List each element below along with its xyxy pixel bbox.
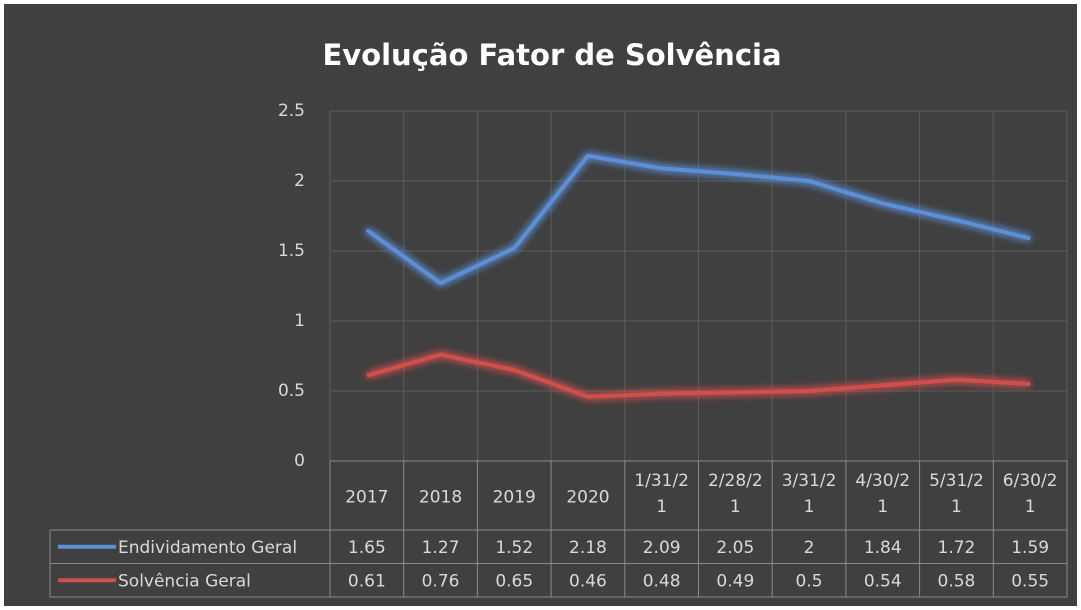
data-table-value: 1.72 — [938, 538, 976, 558]
data-table-value: 0.55 — [1011, 571, 1049, 591]
data-table-value: 2.05 — [716, 538, 754, 558]
data-table-value: 0.5 — [796, 571, 823, 591]
data-line — [365, 153, 1031, 286]
x-tick-label: 5/31/2 1 — [929, 471, 984, 517]
legend-label: Endividamento Geral — [118, 538, 297, 558]
data-table-value: 0.54 — [864, 571, 902, 591]
legend-label: Solvência Geral — [118, 571, 251, 591]
data-table-value: 2.09 — [643, 538, 681, 558]
data-table-value: 1.84 — [864, 538, 902, 558]
x-tick-label: 2019 — [493, 488, 536, 508]
data-table-value: 2 — [804, 538, 815, 558]
data-table-value: 1.27 — [422, 538, 460, 558]
data-table-value: 0.76 — [422, 571, 460, 591]
x-tick-label: 2/28/2 1 — [708, 471, 763, 517]
x-tick-label: 6/30/2 1 — [1003, 471, 1058, 517]
y-tick-label: 1 — [294, 311, 305, 331]
x-tick-label: 4/30/2 1 — [855, 471, 910, 517]
data-table-value: 1.65 — [348, 538, 386, 558]
y-tick-label: 1.5 — [278, 241, 305, 261]
y-tick-label: 0 — [294, 451, 305, 471]
y-tick-label: 0.5 — [278, 381, 305, 401]
data-table-value: 0.46 — [569, 571, 607, 591]
x-tick-label: 1/31/2 1 — [634, 471, 689, 517]
x-tick-label: 2018 — [419, 488, 462, 508]
data-table-value: 2.18 — [569, 538, 607, 558]
data-table-value: 1.59 — [1011, 538, 1049, 558]
data-table-value: 0.58 — [938, 571, 976, 591]
data-line — [366, 352, 1031, 399]
data-table-value: 0.61 — [348, 571, 386, 591]
data-table-value: 0.48 — [643, 571, 681, 591]
x-tick-label: 3/31/2 1 — [782, 471, 837, 517]
data-table-value: 0.65 — [495, 571, 533, 591]
y-tick-label: 2 — [294, 171, 305, 191]
x-tick-label: 2020 — [566, 488, 609, 508]
data-table-value: 0.49 — [716, 571, 754, 591]
chart-title: Evolução Fator de Solvência — [322, 38, 781, 72]
chart-background — [4, 4, 1077, 606]
x-tick-label: 2017 — [345, 488, 388, 508]
y-tick-label: 2.5 — [278, 101, 305, 121]
data-table-value: 1.52 — [495, 538, 533, 558]
